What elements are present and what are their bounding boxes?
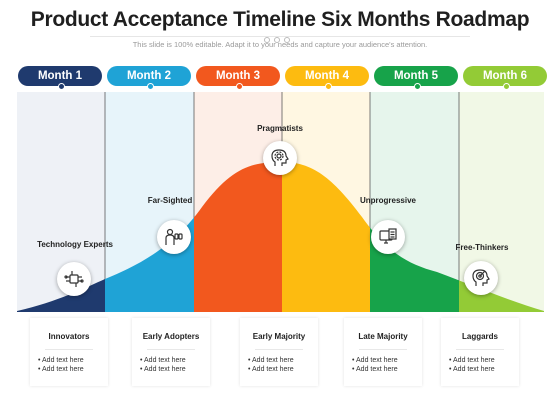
stage-card-early-adopters: Early Adopters • Add text here • Add tex… (132, 318, 210, 386)
title-divider (90, 36, 470, 37)
card-divider (255, 349, 303, 350)
network-chip-icon (57, 262, 91, 296)
card-item: • Add text here (140, 357, 186, 364)
month-3-label: Month 3 (215, 70, 261, 82)
month-6-pill: Month 6 (463, 66, 547, 90)
month-4-marker (325, 83, 332, 90)
stage-label-pragmatists: Pragmatists (257, 124, 303, 133)
stage-card-innovators: Innovators • Add text here • Add text he… (30, 318, 108, 386)
month-2-marker (147, 83, 154, 90)
slide-title: Product Acceptance Timeline Six Months R… (30, 8, 530, 31)
card-item: • Add text here (248, 366, 294, 373)
card-title: Late Majority (358, 332, 408, 341)
month-1-label: Month 1 (37, 70, 83, 82)
card-divider (45, 349, 93, 350)
month-3-marker (236, 83, 243, 90)
card-divider (359, 349, 407, 350)
month-5-marker (414, 83, 421, 90)
decorative-dots (262, 30, 298, 43)
card-item: • Add text here (38, 366, 84, 373)
month-4-label: Month 4 (304, 70, 350, 82)
card-item: • Add text here (352, 366, 398, 373)
stage-card-early-majority: Early Majority • Add text here • Add tex… (240, 318, 318, 386)
card-item: • Add text here (352, 357, 398, 364)
adoption-curve (17, 92, 544, 312)
month-2-pill: Month 2 (107, 66, 191, 90)
month-5-label: Month 5 (393, 70, 439, 82)
card-title: Early Majority (252, 332, 306, 341)
card-title: Innovators (48, 332, 90, 341)
stage-card-late-majority: Late Majority • Add text here • Add text… (344, 318, 422, 386)
stage-label-technology-experts: Technology Experts (37, 240, 113, 249)
monitor-document-icon (371, 220, 405, 254)
card-item: • Add text here (449, 357, 495, 364)
head-gear-icon (263, 141, 297, 175)
card-divider (147, 349, 195, 350)
month-1-pill: Month 1 (18, 66, 102, 90)
card-divider (456, 349, 504, 350)
month-6-marker (503, 83, 510, 90)
stage-label-unprogressive: Unprogressive (359, 196, 417, 205)
stage-card-laggards: Laggards • Add text here • Add text here (441, 318, 519, 386)
card-title: Early Adopters (142, 332, 200, 341)
stage-label-free-thinkers: Free-Thinkers (455, 243, 509, 252)
person-binoculars-icon (157, 220, 191, 254)
month-4-pill: Month 4 (285, 66, 369, 90)
month-2-label: Month 2 (126, 70, 172, 82)
card-title: Laggards (461, 332, 498, 341)
month-6-label: Month 6 (482, 70, 528, 82)
stage-label-far-sighted: Far-Sighted (147, 196, 193, 205)
card-item: • Add text here (449, 366, 495, 373)
adoption-curve-area (17, 92, 544, 312)
slide-subtitle: This slide is 100% editable. Adapt it to… (132, 40, 428, 49)
month-3-pill: Month 3 (196, 66, 280, 90)
head-target-icon (464, 261, 498, 295)
card-item: • Add text here (140, 366, 186, 373)
card-item: • Add text here (38, 357, 84, 364)
card-item: • Add text here (248, 357, 294, 364)
month-5-pill: Month 5 (374, 66, 458, 90)
month-1-marker (58, 83, 65, 90)
